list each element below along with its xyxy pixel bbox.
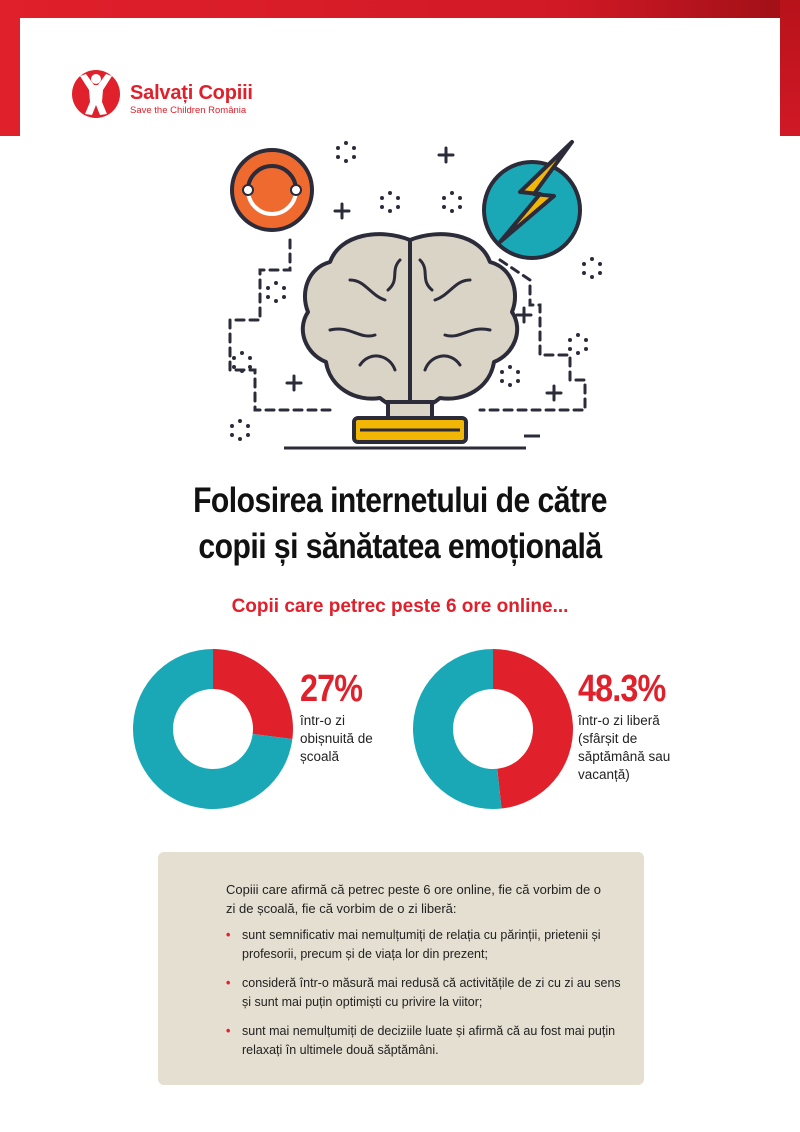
brain-icon	[300, 232, 520, 444]
percent-label-free-day: 48.3%	[578, 668, 666, 710]
percent-label-school-day: 27%	[300, 668, 363, 710]
list-item: • sunt semnificativ mai nemulțumiți de re…	[226, 926, 626, 964]
list-item: • sunt mai nemulțumiți de deciziile luate…	[226, 1022, 626, 1060]
info-list: • sunt semnificativ mai nemulțumiți de re…	[226, 926, 626, 1070]
top-border	[0, 0, 800, 18]
save-the-children-logo-icon	[72, 70, 120, 118]
page-title: Folosirea internetului de către copii și…	[56, 478, 744, 570]
title-line-1: Folosirea internetului de către	[193, 481, 607, 520]
caption-free-day: într-o zi liberă (sfârșit de săptămână s…	[578, 713, 671, 782]
hero-illustration	[228, 140, 602, 450]
info-intro: Copiii care afirmă că petrec peste 6 ore…	[226, 882, 602, 916]
bullet-icon: •	[226, 928, 231, 942]
right-border	[780, 0, 800, 136]
list-item: • consideră într-o măsură mai redusă că a…	[226, 974, 626, 1012]
caption-school-day: într-o zi obișnuită de școală	[300, 713, 373, 764]
brand-logo[interactable]: Salvați Copiii Save the Children România	[72, 68, 292, 120]
donut-chart-free-day	[413, 649, 574, 809]
slice-highlight	[213, 649, 293, 740]
subtitle: Copii care petrec peste 6 ore online...	[231, 596, 569, 617]
list-item-text: consideră într-o măsură mai redusă că ac…	[242, 976, 621, 1009]
donut-chart-school-day	[133, 649, 293, 809]
list-item-text: sunt mai nemulțumiți de deciziile luate …	[242, 1024, 616, 1057]
info-box: Copiii care afirmă că petrec peste 6 ore…	[158, 852, 644, 1085]
cycle-icon	[230, 148, 314, 232]
title-line-2: copii și sănătatea emoțională	[198, 527, 602, 566]
bullet-icon: •	[226, 976, 231, 990]
slice-remainder	[133, 649, 293, 809]
slice-highlight	[493, 649, 574, 809]
brand-name: Salvați Copiii	[130, 82, 253, 104]
left-border	[0, 0, 20, 136]
dotted-circles	[230, 141, 602, 441]
slice-remainder	[413, 649, 502, 809]
list-item-text: sunt semnificativ mai nemulțumiți de rel…	[242, 928, 601, 961]
plus-icon	[285, 146, 563, 402]
lightning-icon	[482, 140, 582, 260]
brand-tagline: Save the Children România	[130, 105, 247, 116]
bullet-icon: •	[226, 1024, 231, 1038]
